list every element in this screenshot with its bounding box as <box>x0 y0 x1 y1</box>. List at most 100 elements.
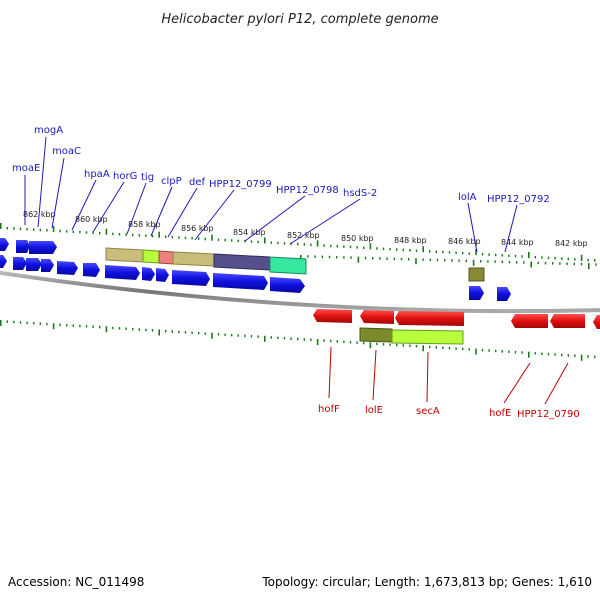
minor-tick <box>514 254 517 258</box>
leader-line <box>504 204 518 253</box>
leader-line <box>126 182 147 235</box>
forward-gene[interactable] <box>497 287 511 301</box>
minor-tick <box>46 229 48 232</box>
minor-tick <box>356 246 358 249</box>
leader-line <box>71 179 97 231</box>
feature-block-olive[interactable] <box>105 247 144 263</box>
gene-label-HPP12_0798[interactable]: HPP12_0798 <box>276 185 339 196</box>
gene-label-def[interactable]: def <box>189 177 206 188</box>
forward-gene[interactable] <box>83 263 100 277</box>
minor-tick <box>336 245 338 248</box>
minor-tick <box>13 320 15 324</box>
minor-tick <box>541 352 543 355</box>
minor-tick <box>297 337 299 341</box>
leader-line <box>503 362 531 404</box>
forward-gene[interactable] <box>13 257 27 270</box>
major-tick <box>0 320 2 326</box>
minor-tick <box>386 257 388 260</box>
minor-tick <box>554 353 556 356</box>
reverse-gene[interactable] <box>360 310 394 324</box>
reverse-gene[interactable] <box>593 315 600 329</box>
reverse-gene[interactable] <box>313 309 352 323</box>
feature-block-salmon[interactable] <box>158 250 174 265</box>
forward-gene[interactable] <box>41 259 54 272</box>
minor-tick <box>191 331 193 334</box>
scale-label-850: 850 kbp <box>341 234 374 243</box>
feature-block-olive-dark[interactable] <box>359 327 393 343</box>
forward-gene[interactable] <box>142 267 155 281</box>
minor-tick <box>480 260 482 263</box>
minor-tick <box>544 261 547 265</box>
minor-tick <box>92 325 94 328</box>
scale-label-842: 842 kbp <box>555 239 588 248</box>
gene-label-HPP12_0792[interactable]: HPP12_0792 <box>487 194 550 205</box>
lower-scale-ticks <box>0 320 596 361</box>
forward-gene[interactable] <box>57 261 78 275</box>
feature-block-slate[interactable] <box>213 253 271 271</box>
feature-block-teal[interactable] <box>269 256 307 275</box>
minor-tick <box>594 355 596 359</box>
minor-tick <box>343 256 345 259</box>
minor-tick <box>494 260 496 263</box>
gene-label-hofF[interactable]: hofF <box>318 404 340 415</box>
gene-label-tig[interactable]: tig <box>141 172 154 183</box>
minor-tick <box>363 246 365 249</box>
minor-tick <box>364 256 367 260</box>
gene-label-HPP12_0799[interactable]: HPP12_0799 <box>209 179 272 190</box>
minor-tick <box>523 261 525 264</box>
feature-block-olive-2[interactable] <box>172 251 215 267</box>
forward-gene[interactable] <box>0 238 9 251</box>
forward-gene[interactable] <box>16 240 30 253</box>
scale-label-860: 860 kbp <box>75 215 108 224</box>
forward-gene[interactable] <box>26 258 42 271</box>
reverse-gene[interactable] <box>550 314 585 328</box>
major-tick <box>52 225 55 232</box>
feature-blocks-lower <box>359 327 464 345</box>
forward-gene[interactable] <box>469 286 484 300</box>
forward-gene[interactable] <box>156 268 169 282</box>
minor-tick <box>343 340 345 344</box>
minor-tick <box>587 355 589 358</box>
minor-tick <box>178 330 180 334</box>
gene-label-lolE[interactable]: lolE <box>365 405 383 416</box>
minor-tick <box>19 321 22 324</box>
feature-block-olive-3[interactable] <box>468 267 485 282</box>
reverse-gene[interactable] <box>511 314 548 328</box>
gene-label-moaE[interactable]: moaE <box>12 163 40 174</box>
scale-label-858: 858 kbp <box>128 220 161 229</box>
gene-label-horG[interactable]: horG <box>113 171 137 182</box>
minor-tick <box>85 325 88 328</box>
minor-tick <box>408 258 410 261</box>
minor-tick <box>495 349 497 353</box>
minor-tick <box>436 258 439 262</box>
forward-gene[interactable] <box>0 255 7 268</box>
minor-tick <box>501 350 503 353</box>
major-tick <box>264 335 266 342</box>
major-tick <box>528 351 530 358</box>
forward-gene[interactable] <box>270 277 305 293</box>
minor-tick <box>448 251 451 254</box>
gene-label-clpP[interactable]: clpP <box>161 176 182 187</box>
forward-gene[interactable] <box>213 273 268 290</box>
leader-line <box>51 157 65 229</box>
forward-gene[interactable] <box>29 241 57 254</box>
feature-block-lime-bright[interactable] <box>391 329 464 345</box>
minor-tick <box>184 331 187 334</box>
gene-label-mogA[interactable]: mogA <box>34 125 63 136</box>
forward-gene[interactable] <box>105 265 140 280</box>
leader-line <box>467 202 478 253</box>
gene-label-moaC[interactable]: moaC <box>52 146 81 157</box>
gene-label-secA[interactable]: secA <box>416 406 440 417</box>
gene-label-hofE[interactable]: hofE <box>489 408 511 419</box>
minor-tick <box>310 338 312 342</box>
gene-label-lolA[interactable]: lolA <box>458 192 477 203</box>
feature-block-lime[interactable] <box>142 249 160 264</box>
reverse-gene[interactable] <box>395 311 464 326</box>
scale-label-846: 846 kbp <box>448 237 481 246</box>
gene-label-hsdS-2[interactable]: hsdS-2 <box>343 188 377 199</box>
gene-label-HPP12_0790[interactable]: HPP12_0790 <box>517 409 580 420</box>
gene-label-hpaA[interactable]: hpaA <box>84 169 110 180</box>
minor-tick <box>270 241 272 244</box>
forward-gene[interactable] <box>172 270 210 286</box>
minor-tick <box>442 346 444 349</box>
